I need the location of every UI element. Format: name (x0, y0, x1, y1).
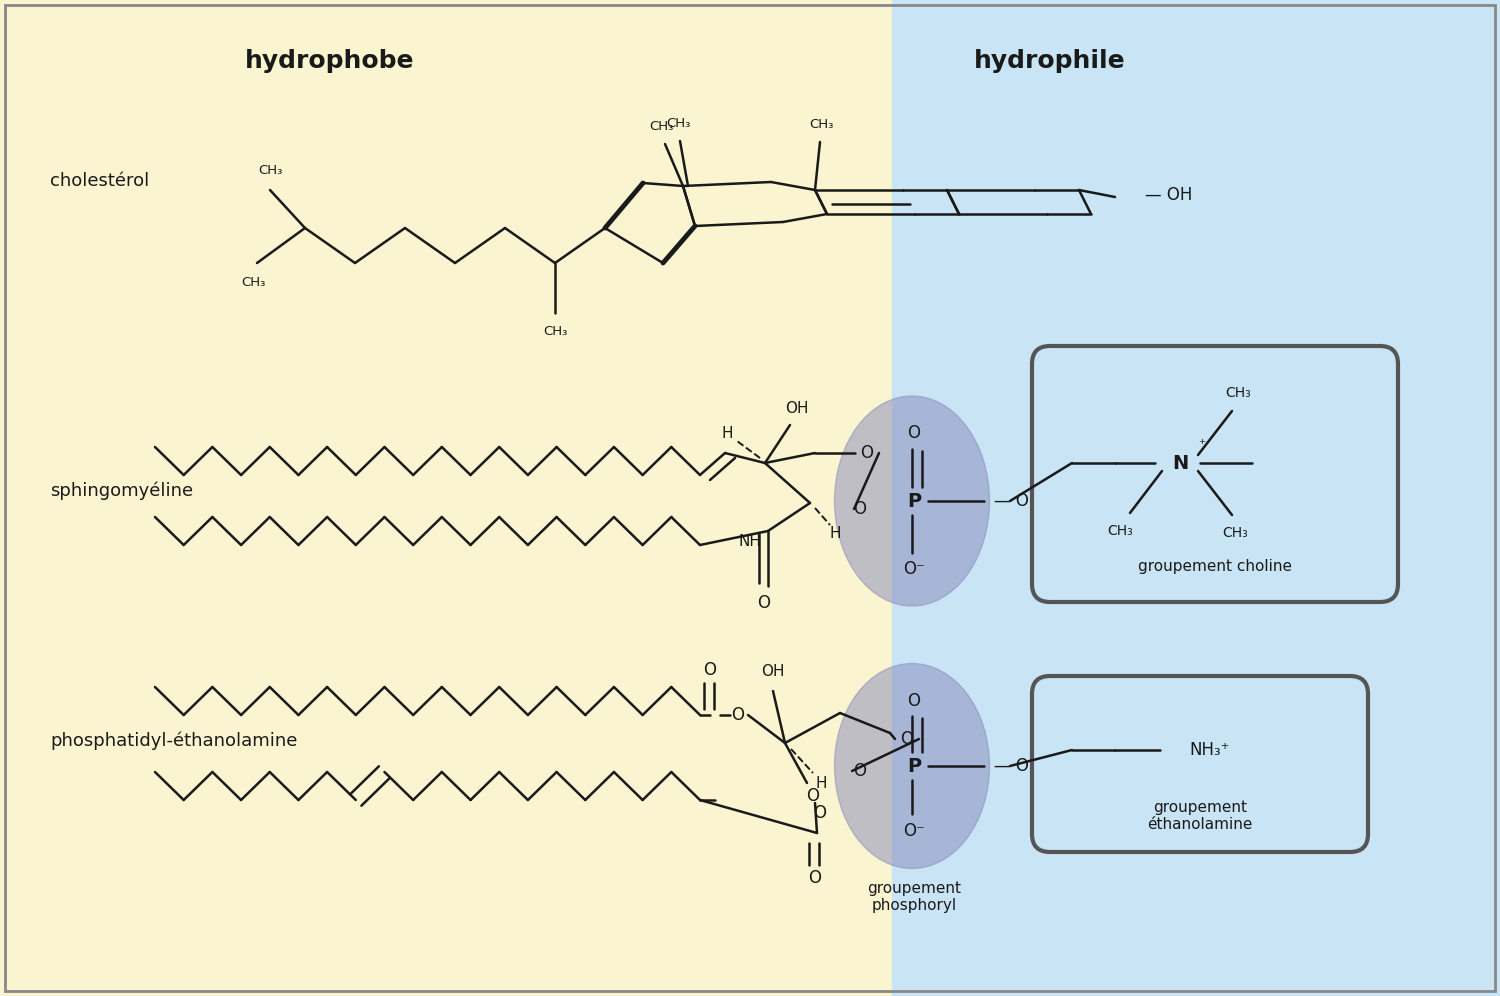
Text: groupement
éthanolamine: groupement éthanolamine (1148, 800, 1252, 833)
Text: CH₃: CH₃ (1226, 386, 1251, 400)
Text: O: O (853, 762, 867, 780)
Text: CH₃: CH₃ (650, 120, 674, 132)
Text: O: O (808, 869, 822, 887)
Text: O: O (732, 706, 744, 724)
Text: CH₃: CH₃ (258, 163, 282, 176)
Text: O: O (908, 692, 921, 710)
Text: CH₃: CH₃ (808, 118, 832, 130)
Text: — O: — O (994, 492, 1029, 510)
Ellipse shape (834, 396, 990, 606)
Text: O: O (807, 787, 819, 805)
Text: O: O (813, 804, 826, 822)
Text: ⁺: ⁺ (1198, 438, 1206, 452)
Text: groupement
phosphoryl: groupement phosphoryl (867, 881, 962, 913)
Text: H: H (830, 526, 840, 541)
Text: NH: NH (738, 534, 762, 549)
Text: OH: OH (760, 663, 784, 678)
Text: H: H (722, 425, 732, 440)
Text: OH: OH (786, 400, 808, 415)
Text: CH₃: CH₃ (1222, 526, 1248, 540)
Text: — OH: — OH (1144, 186, 1192, 204)
Text: groupement choline: groupement choline (1138, 559, 1292, 574)
Text: phosphatidyl-éthanolamine: phosphatidyl-éthanolamine (50, 732, 297, 750)
Text: O: O (908, 424, 921, 442)
Text: cholestérol: cholestérol (50, 172, 148, 190)
Text: NH₃⁺: NH₃⁺ (1190, 741, 1230, 759)
Text: O: O (758, 594, 771, 612)
FancyBboxPatch shape (1032, 346, 1398, 602)
Text: hydrophobe: hydrophobe (246, 49, 414, 73)
Text: O⁻: O⁻ (903, 560, 926, 578)
Text: CH₃: CH₃ (543, 325, 567, 338)
Text: O: O (861, 444, 873, 462)
Text: O: O (900, 730, 914, 748)
Text: sphingomyéline: sphingomyéline (50, 482, 194, 500)
Text: CH₃: CH₃ (242, 276, 266, 289)
Text: CH₃: CH₃ (1107, 524, 1132, 538)
Text: P: P (908, 757, 921, 776)
Text: O: O (853, 500, 867, 518)
Ellipse shape (834, 663, 990, 869)
Bar (892, 0, 1500, 996)
Text: — O: — O (994, 757, 1029, 775)
Text: O: O (704, 661, 717, 679)
Text: CH₃: CH₃ (666, 117, 690, 129)
Text: O⁻: O⁻ (903, 822, 926, 840)
Text: H: H (815, 776, 827, 791)
Text: N: N (1172, 453, 1188, 472)
Text: hydrophile: hydrophile (974, 49, 1126, 73)
FancyBboxPatch shape (1032, 676, 1368, 852)
Bar (0, 0, 892, 996)
Text: P: P (908, 491, 921, 511)
